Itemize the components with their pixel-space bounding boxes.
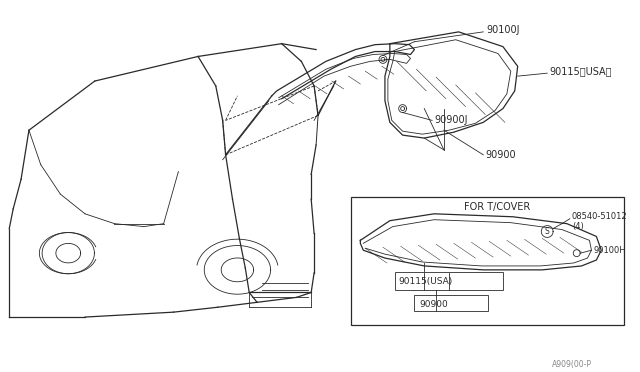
Bar: [351, 197, 624, 325]
Text: 90100H: 90100H: [593, 246, 626, 255]
Bar: [395, 272, 503, 289]
Text: 90900J: 90900J: [434, 115, 468, 125]
Text: 90115(USA): 90115(USA): [399, 277, 453, 286]
Text: FOR T/COVER: FOR T/COVER: [463, 202, 530, 212]
Text: (4): (4): [572, 222, 584, 231]
Text: S: S: [545, 227, 550, 236]
Text: 90100J: 90100J: [486, 25, 520, 35]
Text: A909(00-P: A909(00-P: [552, 360, 592, 369]
Bar: [415, 295, 488, 311]
Text: 90900: 90900: [485, 150, 516, 160]
Text: 90115〈USA〉: 90115〈USA〉: [549, 66, 612, 76]
Text: 08540-51012: 08540-51012: [572, 212, 627, 221]
Text: 90900: 90900: [419, 300, 448, 309]
